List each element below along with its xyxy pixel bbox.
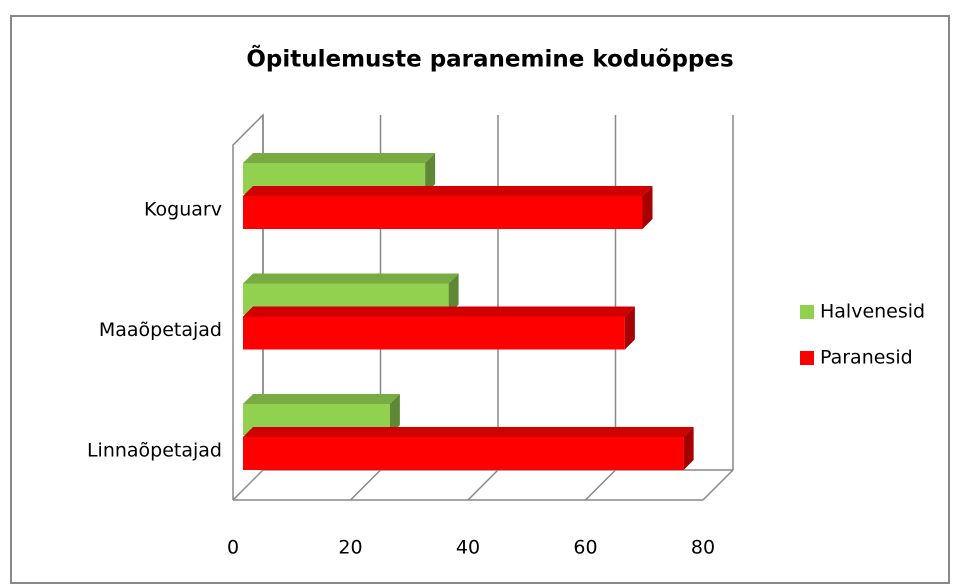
bar-top xyxy=(243,394,400,404)
legend-label: Halvenesid xyxy=(820,301,925,323)
floor-grid-line xyxy=(349,469,382,501)
chart-title: Õpitulemuste paranemine koduõppes xyxy=(246,45,733,73)
floor-grid-line xyxy=(702,469,734,501)
chart-frame xyxy=(10,15,950,584)
bar-top xyxy=(243,153,436,163)
legend-swatch xyxy=(800,351,814,365)
y-tick-label: Koguarv xyxy=(144,199,222,221)
bar-side xyxy=(642,186,653,229)
x-tick-label: 0 xyxy=(227,537,239,559)
legend-label: Paranesid xyxy=(820,347,913,369)
y-tick-label: Maaõpetajad xyxy=(99,319,222,341)
bar-top xyxy=(243,273,459,284)
bar-side xyxy=(389,394,400,435)
x-tick-label: 60 xyxy=(573,537,597,559)
floor-grid-line xyxy=(467,469,499,501)
floor-grid-line xyxy=(232,469,264,501)
y-tick-label: Linnaõpetajad xyxy=(87,440,222,462)
x-tick-label: 80 xyxy=(691,537,715,559)
floor-grid-line xyxy=(584,469,617,501)
bar-side xyxy=(425,153,436,194)
bar xyxy=(243,437,684,470)
bar-top xyxy=(243,306,635,317)
legend-swatch xyxy=(800,305,814,319)
bar-top xyxy=(243,427,694,437)
bar-side xyxy=(448,273,459,315)
x-tick-label: 40 xyxy=(456,537,480,559)
bar xyxy=(243,316,625,350)
bar-side xyxy=(683,427,694,470)
bar-side xyxy=(624,306,635,350)
bar xyxy=(243,196,643,229)
bar-top xyxy=(243,186,653,196)
x-tick-label: 20 xyxy=(338,537,362,559)
